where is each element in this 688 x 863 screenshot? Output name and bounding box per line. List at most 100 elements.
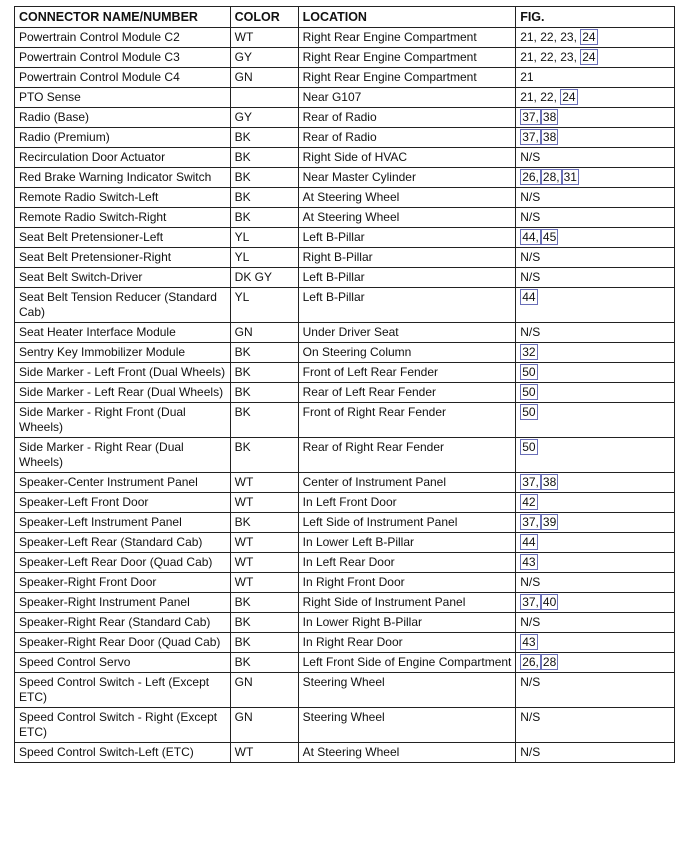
connector-name-cell: Speaker-Left Rear Door (Quad Cab) [14, 552, 231, 573]
table-row: Seat Belt Pretensioner-Right YL Right B-Pi… [14, 247, 675, 268]
figure-link[interactable]: 42 [520, 494, 538, 510]
connector-name-cell: Radio (Base) [14, 107, 231, 128]
location-cell: Left B-Pillar [297, 287, 517, 323]
figure-link[interactable]: 37, [520, 514, 541, 530]
table-row: Speaker-Left Front Door WT In Left Front D… [14, 492, 675, 513]
figure-ref-text: 21, 22, 23, [520, 30, 581, 44]
figure-link[interactable]: 45 [540, 229, 559, 245]
figure-link[interactable]: 50 [520, 384, 538, 400]
table-row: Speed Control Switch-Left (ETC) WT At Stee… [14, 742, 675, 763]
color-cell: YL [229, 287, 299, 323]
figure-link[interactable]: 40 [540, 594, 559, 610]
table-row: Side Marker - Right Front (Dual Wheels) B… [14, 402, 675, 438]
connector-name-cell: Seat Heater Interface Module [14, 322, 231, 343]
figure-link[interactable]: 38 [540, 129, 559, 145]
table-row: Side Marker - Right Rear (Dual Wheels) BK… [14, 437, 675, 473]
location-cell: Left Front Side of Engine Compartment [297, 652, 517, 673]
fig-cell: N/S [515, 672, 675, 708]
connector-name-cell: PTO Sense [14, 87, 231, 108]
figure-ref-text: N/S [520, 210, 541, 224]
figure-link[interactable]: 43 [520, 634, 538, 650]
color-cell: YL [229, 247, 299, 268]
location-cell: Right Side of Instrument Panel [297, 592, 517, 613]
location-cell: At Steering Wheel [297, 207, 517, 228]
figure-link[interactable]: 50 [520, 364, 538, 380]
location-cell: Near Master Cylinder [297, 167, 517, 188]
fig-cell: 42 [515, 492, 675, 513]
fig-cell: 37, 39 [515, 512, 675, 533]
table-row: Seat Heater Interface Module GN Under Driv… [14, 322, 675, 343]
color-cell: BK [229, 127, 299, 148]
figure-link[interactable]: 37, [520, 129, 541, 145]
table-row: Speaker-Left Instrument Panel BK Left Side… [14, 512, 675, 533]
color-cell: WT [229, 472, 299, 493]
figure-ref-text: N/S [520, 325, 541, 339]
location-cell: Right Rear Engine Compartment [297, 27, 517, 48]
location-cell: Front of Left Rear Fender [297, 362, 517, 383]
header-color: COLOR [229, 6, 299, 28]
fig-cell: 37, 40 [515, 592, 675, 613]
connector-name-cell: Speaker-Left Instrument Panel [14, 512, 231, 533]
figure-link[interactable]: 26, [520, 654, 541, 670]
figure-link[interactable]: 43 [520, 554, 538, 570]
figure-link[interactable]: 38 [540, 109, 559, 125]
figure-link[interactable]: 32 [520, 344, 538, 360]
color-cell: BK [229, 592, 299, 613]
figure-link[interactable]: 24 [580, 49, 598, 65]
location-cell: In Right Front Door [297, 572, 517, 593]
connector-name-cell: Powertrain Control Module C3 [14, 47, 231, 68]
location-cell: Right B-Pillar [297, 247, 517, 268]
color-cell: BK [229, 147, 299, 168]
figure-link[interactable]: 39 [540, 514, 559, 530]
connector-name-cell: Red Brake Warning Indicator Switch [14, 167, 231, 188]
connector-name-cell: Speed Control Switch - Left (Except ETC) [14, 672, 231, 708]
color-cell: BK [229, 382, 299, 403]
figure-ref-text: 21, 22, [520, 90, 561, 104]
table-row: Speaker-Right Rear (Standard Cab) BK In Lo… [14, 612, 675, 633]
table-row: Powertrain Control Module C2 WT Right Rear… [14, 27, 675, 48]
color-cell: BK [229, 207, 299, 228]
figure-link[interactable]: 38 [540, 474, 559, 490]
figure-link[interactable]: 50 [520, 404, 538, 420]
figure-link[interactable]: 31 [561, 169, 579, 185]
fig-cell: N/S [515, 322, 675, 343]
fig-cell: 26, 28, 31 [515, 167, 675, 188]
fig-cell: 50 [515, 362, 675, 383]
fig-cell: N/S [515, 207, 675, 228]
fig-cell: N/S [515, 247, 675, 268]
fig-cell: 50 [515, 382, 675, 403]
figure-link[interactable]: 44, [520, 229, 541, 245]
figure-link[interactable]: 50 [520, 439, 538, 455]
fig-cell: N/S [515, 267, 675, 288]
figure-link[interactable]: 28 [540, 654, 559, 670]
figure-link[interactable]: 37, [520, 594, 541, 610]
color-cell: WT [229, 492, 299, 513]
figure-link[interactable]: 37, [520, 474, 541, 490]
header-row: CONNECTOR NAME/NUMBER COLOR LOCATION FIG… [14, 6, 675, 28]
figure-link[interactable]: 44 [520, 289, 538, 305]
color-cell: GN [229, 672, 299, 708]
table-row: Powertrain Control Module C4 GN Right Rear… [14, 67, 675, 88]
table-row: Speaker-Right Instrument Panel BK Right Si… [14, 592, 675, 613]
connector-name-cell: Side Marker - Left Rear (Dual Wheels) [14, 382, 231, 403]
figure-link[interactable]: 37, [520, 109, 541, 125]
figure-link[interactable]: 26, [520, 169, 541, 185]
table-row: Remote Radio Switch-Right BK At Steering W… [14, 207, 675, 228]
connector-name-cell: Powertrain Control Module C2 [14, 27, 231, 48]
figure-link[interactable]: 24 [560, 89, 578, 105]
figure-link[interactable]: 28, [540, 169, 562, 185]
connector-name-cell: Sentry Key Immobilizer Module [14, 342, 231, 363]
figure-link[interactable]: 44 [520, 534, 538, 550]
header-location: LOCATION [297, 6, 517, 28]
table-row: Side Marker - Left Rear (Dual Wheels) BK R… [14, 382, 675, 403]
location-cell: Front of Right Rear Fender [297, 402, 517, 438]
color-cell: GN [229, 67, 299, 88]
color-cell: GN [229, 707, 299, 743]
color-cell: WT [229, 572, 299, 593]
fig-cell: N/S [515, 187, 675, 208]
figure-link[interactable]: 24 [580, 29, 598, 45]
fig-cell: 37, 38 [515, 472, 675, 493]
connector-name-cell: Seat Belt Tension Reducer (Standard Cab) [14, 287, 231, 323]
figure-ref-text: N/S [520, 270, 541, 284]
figure-ref-text: N/S [520, 710, 541, 724]
